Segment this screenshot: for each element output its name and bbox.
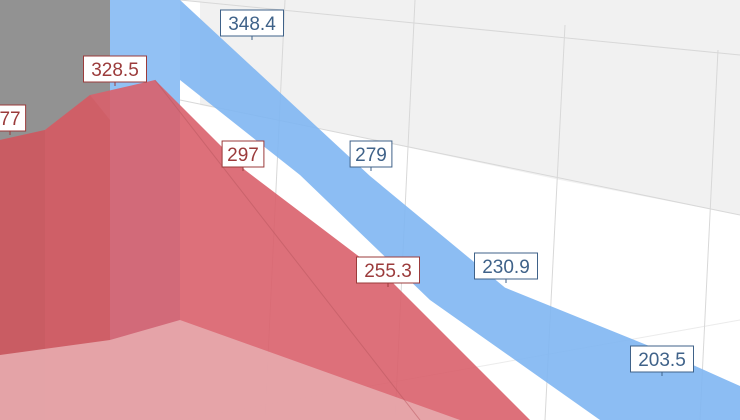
data-label-red-3: 255.3: [356, 256, 420, 287]
data-label-text: 328.5: [91, 60, 139, 81]
data-label-text: 255.3: [364, 261, 412, 282]
data-label-box: [83, 55, 147, 83]
data-label-text: 77: [0, 109, 21, 130]
data-label-blue-3: 230.9: [474, 252, 538, 283]
area-series-2-side: [0, 130, 45, 420]
data-label-text: 230.9: [482, 257, 530, 278]
grid-line-horizontal: [179, 0, 740, 56]
area-series-2-edge: [154, 79, 421, 420]
data-label-box: [0, 104, 27, 132]
data-label-text: 203.5: [638, 350, 686, 371]
chart-data-labels: 348.4 279 230.9 203.5 328.5 297 255.3 77: [0, 9, 694, 376]
data-label-text: 279: [355, 145, 387, 166]
data-label-box: [474, 252, 538, 280]
data-label-box: [221, 140, 265, 168]
area-series-1: [180, 0, 740, 420]
data-label-box: [630, 345, 694, 373]
data-label-blue-4: 203.5: [630, 345, 694, 376]
grid-line-vertical: [699, 49, 719, 420]
area-series-2-mid: [45, 95, 110, 420]
data-label-blue-1: 348.4: [220, 9, 284, 40]
data-label-box: [349, 140, 393, 168]
data-label-gray-1: 77: [0, 104, 27, 135]
data-label-text: 297: [227, 145, 259, 166]
data-label-text: 348.4: [228, 14, 276, 35]
data-label-blue-2: 279: [349, 140, 393, 171]
area-series-2-floor: [0, 320, 460, 420]
data-label-red-1: 328.5: [83, 55, 147, 86]
back-wall-shaded-band: [200, 0, 740, 215]
data-label-red-2: 297: [221, 140, 265, 171]
